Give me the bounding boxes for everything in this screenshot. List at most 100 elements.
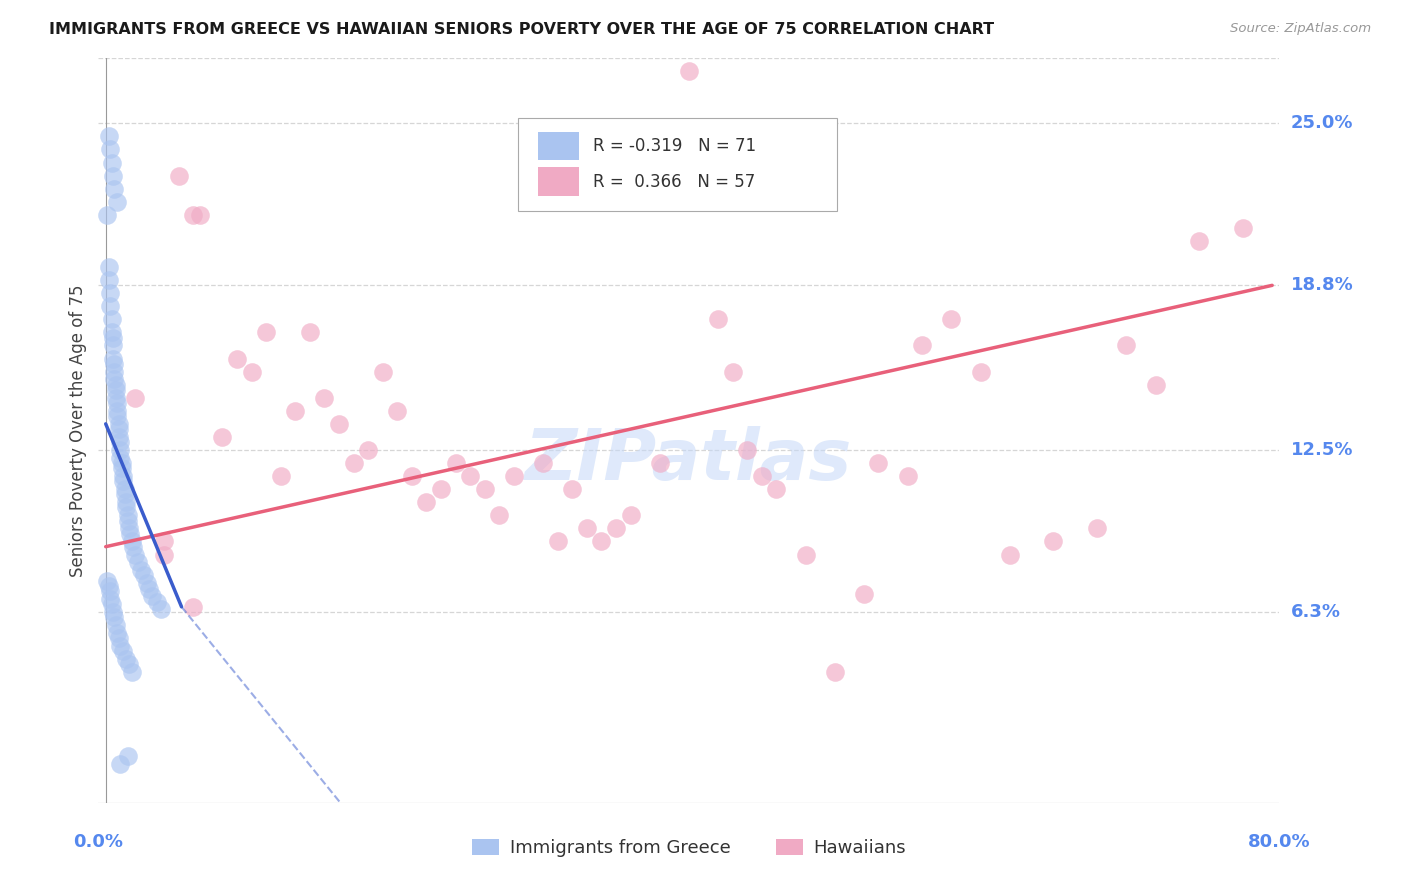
Point (254, 326, 277, 340)
Point (108, 430, 131, 444)
Point (141, 590, 163, 604)
Point (1144, 377, 1167, 392)
Point (488, 508, 510, 523)
Point (97, 273, 120, 287)
Point (897, 469, 920, 483)
Point (104, 383, 127, 397)
Point (112, 475, 135, 489)
Point (314, 391, 336, 405)
Point (110, 442, 132, 457)
Point (118, 521, 141, 535)
Text: 6.3%: 6.3% (1291, 603, 1340, 621)
Point (96, 574, 118, 588)
Point (114, 487, 136, 501)
Text: 25.0%: 25.0% (1291, 114, 1353, 132)
Point (415, 495, 437, 509)
Point (105, 404, 128, 418)
Point (531, 456, 554, 470)
Point (371, 365, 394, 379)
Y-axis label: Seniors Poverty Over the Age of 75: Seniors Poverty Over the Age of 75 (69, 285, 87, 576)
Point (357, 442, 380, 457)
Point (117, 508, 139, 523)
Point (117, 748, 139, 763)
Point (648, 456, 671, 470)
Point (153, 548, 176, 562)
Point (127, 555, 149, 569)
Point (101, 338, 124, 352)
Point (98, 584, 121, 599)
Point (98, 143, 121, 157)
Point (430, 482, 453, 496)
Text: 80.0%: 80.0% (1249, 833, 1310, 851)
Point (153, 534, 176, 549)
FancyBboxPatch shape (517, 118, 837, 211)
Point (110, 435, 132, 450)
Point (105, 194, 128, 209)
Point (150, 602, 173, 616)
Point (100, 155, 122, 169)
Point (547, 534, 569, 549)
Point (112, 644, 135, 658)
Point (181, 208, 204, 222)
Point (112, 469, 135, 483)
Point (298, 326, 321, 340)
Point (97, 579, 120, 593)
Point (328, 417, 350, 431)
Text: Source: ZipAtlas.com: Source: ZipAtlas.com (1230, 22, 1371, 36)
Point (129, 563, 152, 577)
Point (100, 597, 122, 611)
FancyBboxPatch shape (537, 168, 579, 195)
Point (1188, 234, 1211, 248)
Point (101, 330, 124, 344)
Point (561, 482, 583, 496)
Point (211, 430, 233, 444)
Point (132, 568, 155, 582)
Point (101, 351, 124, 366)
Point (103, 610, 125, 624)
Point (105, 626, 128, 640)
Point (284, 404, 307, 418)
Point (108, 631, 131, 645)
Point (97, 260, 120, 274)
Point (270, 469, 292, 483)
Text: ZIPatlas: ZIPatlas (526, 425, 852, 495)
Point (190, 208, 212, 222)
Text: 0.0%: 0.0% (73, 833, 124, 851)
Point (941, 312, 963, 326)
Point (138, 582, 160, 596)
Text: IMMIGRANTS FROM GREECE VS HAWAIIAN SENIORS POVERTY OVER THE AGE OF 75 CORRELATIO: IMMIGRANTS FROM GREECE VS HAWAIIAN SENIO… (49, 22, 994, 37)
Point (118, 657, 141, 672)
Point (135, 576, 157, 591)
Point (124, 548, 146, 562)
Point (387, 404, 409, 418)
Point (110, 756, 132, 771)
Point (105, 396, 128, 410)
Point (104, 391, 127, 405)
Point (794, 548, 817, 562)
Point (444, 456, 467, 470)
Point (591, 534, 613, 549)
Point (969, 365, 991, 379)
Point (240, 365, 263, 379)
Text: 18.8%: 18.8% (1291, 277, 1354, 294)
Point (111, 456, 134, 470)
Point (114, 482, 136, 496)
Point (108, 422, 131, 436)
Point (111, 461, 134, 475)
Point (605, 521, 627, 535)
Point (868, 456, 890, 470)
Point (620, 508, 643, 523)
Legend: Immigrants from Greece, Hawaiians: Immigrants from Greece, Hawaiians (464, 832, 914, 864)
Point (101, 605, 124, 619)
Point (575, 521, 598, 535)
Point (122, 540, 145, 554)
Point (998, 548, 1021, 562)
Point (115, 652, 138, 666)
Point (117, 514, 139, 528)
Point (103, 365, 125, 379)
Point (678, 64, 700, 78)
Point (104, 377, 127, 392)
Point (1232, 220, 1254, 235)
Point (98, 299, 121, 313)
Point (121, 665, 143, 680)
